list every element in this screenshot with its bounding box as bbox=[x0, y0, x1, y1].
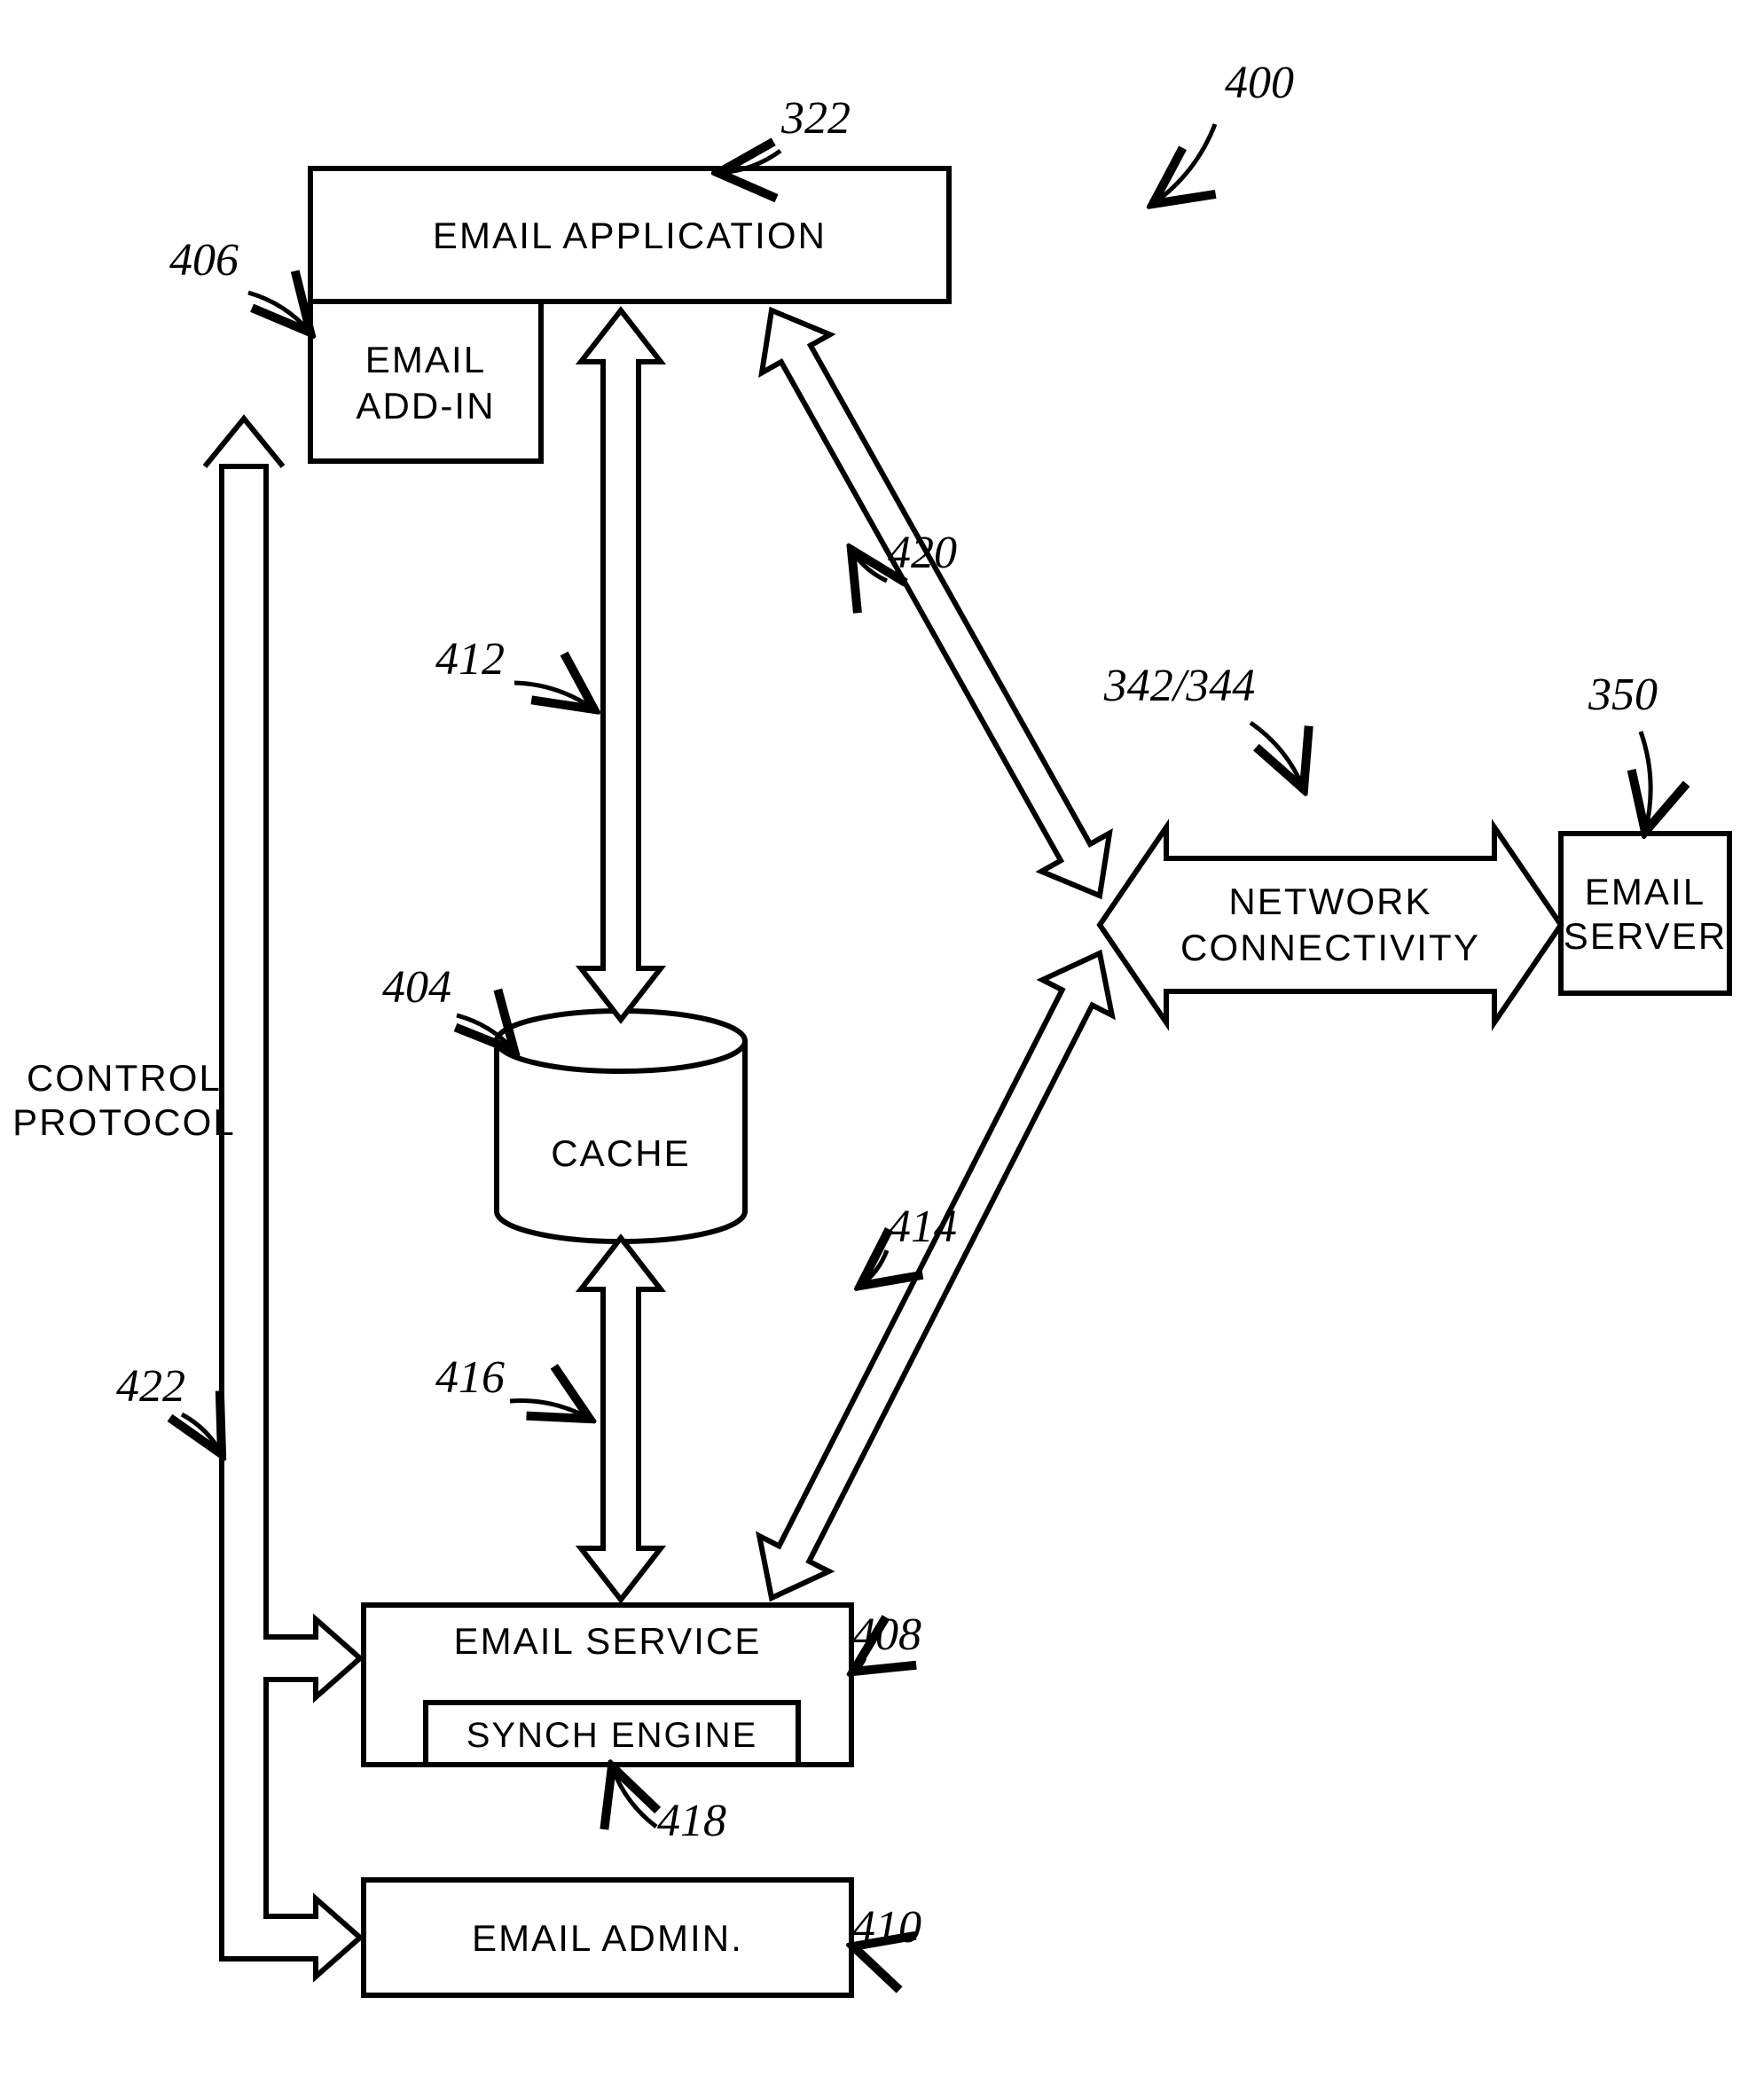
synch-engine-label: SYNCH ENGINE bbox=[466, 1716, 758, 1755]
network-connectivity-label-1: NETWORK bbox=[1228, 881, 1431, 922]
ref-416: 416 bbox=[435, 1352, 505, 1403]
email-server-label-2: SERVER bbox=[1564, 915, 1728, 957]
email-application-label: EMAIL APPLICATION bbox=[433, 215, 827, 256]
email-addin-label-2: ADD-IN bbox=[356, 385, 495, 427]
ref-422: 422 bbox=[116, 1361, 185, 1412]
email-addin-label-1: EMAIL bbox=[365, 339, 487, 380]
arrow-420 bbox=[762, 310, 1109, 896]
ref-412: 412 bbox=[435, 634, 505, 685]
email-admin-label: EMAIL ADMIN. bbox=[472, 1917, 743, 1959]
ref-322: 322 bbox=[780, 93, 851, 144]
leader-418 bbox=[612, 1766, 656, 1827]
ref-408: 408 bbox=[852, 1609, 921, 1660]
leader-412 bbox=[514, 683, 594, 709]
control-protocol-label-2: PROTOCOL bbox=[12, 1101, 236, 1143]
leader-414 bbox=[860, 1250, 887, 1286]
ref-420: 420 bbox=[888, 528, 957, 578]
arrow-412 bbox=[581, 310, 661, 1020]
ref-406: 406 bbox=[169, 235, 239, 286]
cache-label: CACHE bbox=[551, 1132, 691, 1174]
ref-404: 404 bbox=[382, 962, 451, 1013]
ref-418: 418 bbox=[657, 1796, 726, 1846]
ref-342-344: 342/344 bbox=[1103, 661, 1255, 711]
arrow-416 bbox=[581, 1238, 661, 1600]
leader-408 bbox=[853, 1658, 865, 1672]
arrow-414 bbox=[759, 953, 1112, 1598]
leader-350 bbox=[1641, 732, 1650, 832]
leader-342-344 bbox=[1250, 723, 1304, 789]
control-protocol-label-1: CONTROL bbox=[27, 1057, 222, 1099]
leader-410 bbox=[853, 1946, 865, 1947]
email-server-box bbox=[1561, 834, 1729, 993]
leader-422 bbox=[182, 1414, 222, 1454]
leader-420 bbox=[851, 550, 887, 581]
leader-400 bbox=[1153, 124, 1215, 204]
ref-400: 400 bbox=[1225, 58, 1294, 108]
network-connectivity-arrow bbox=[1100, 827, 1561, 1022]
email-service-label: EMAIL SERVICE bbox=[453, 1620, 761, 1662]
email-addin-box bbox=[310, 301, 541, 461]
leader-416 bbox=[510, 1401, 590, 1419]
ref-350: 350 bbox=[1588, 670, 1658, 720]
network-connectivity-label-2: CONNECTIVITY bbox=[1180, 927, 1480, 968]
control-protocol-channel bbox=[222, 466, 360, 1977]
email-server-label-1: EMAIL bbox=[1585, 871, 1706, 912]
ref-414: 414 bbox=[888, 1202, 957, 1252]
leader-406 bbox=[248, 293, 310, 333]
